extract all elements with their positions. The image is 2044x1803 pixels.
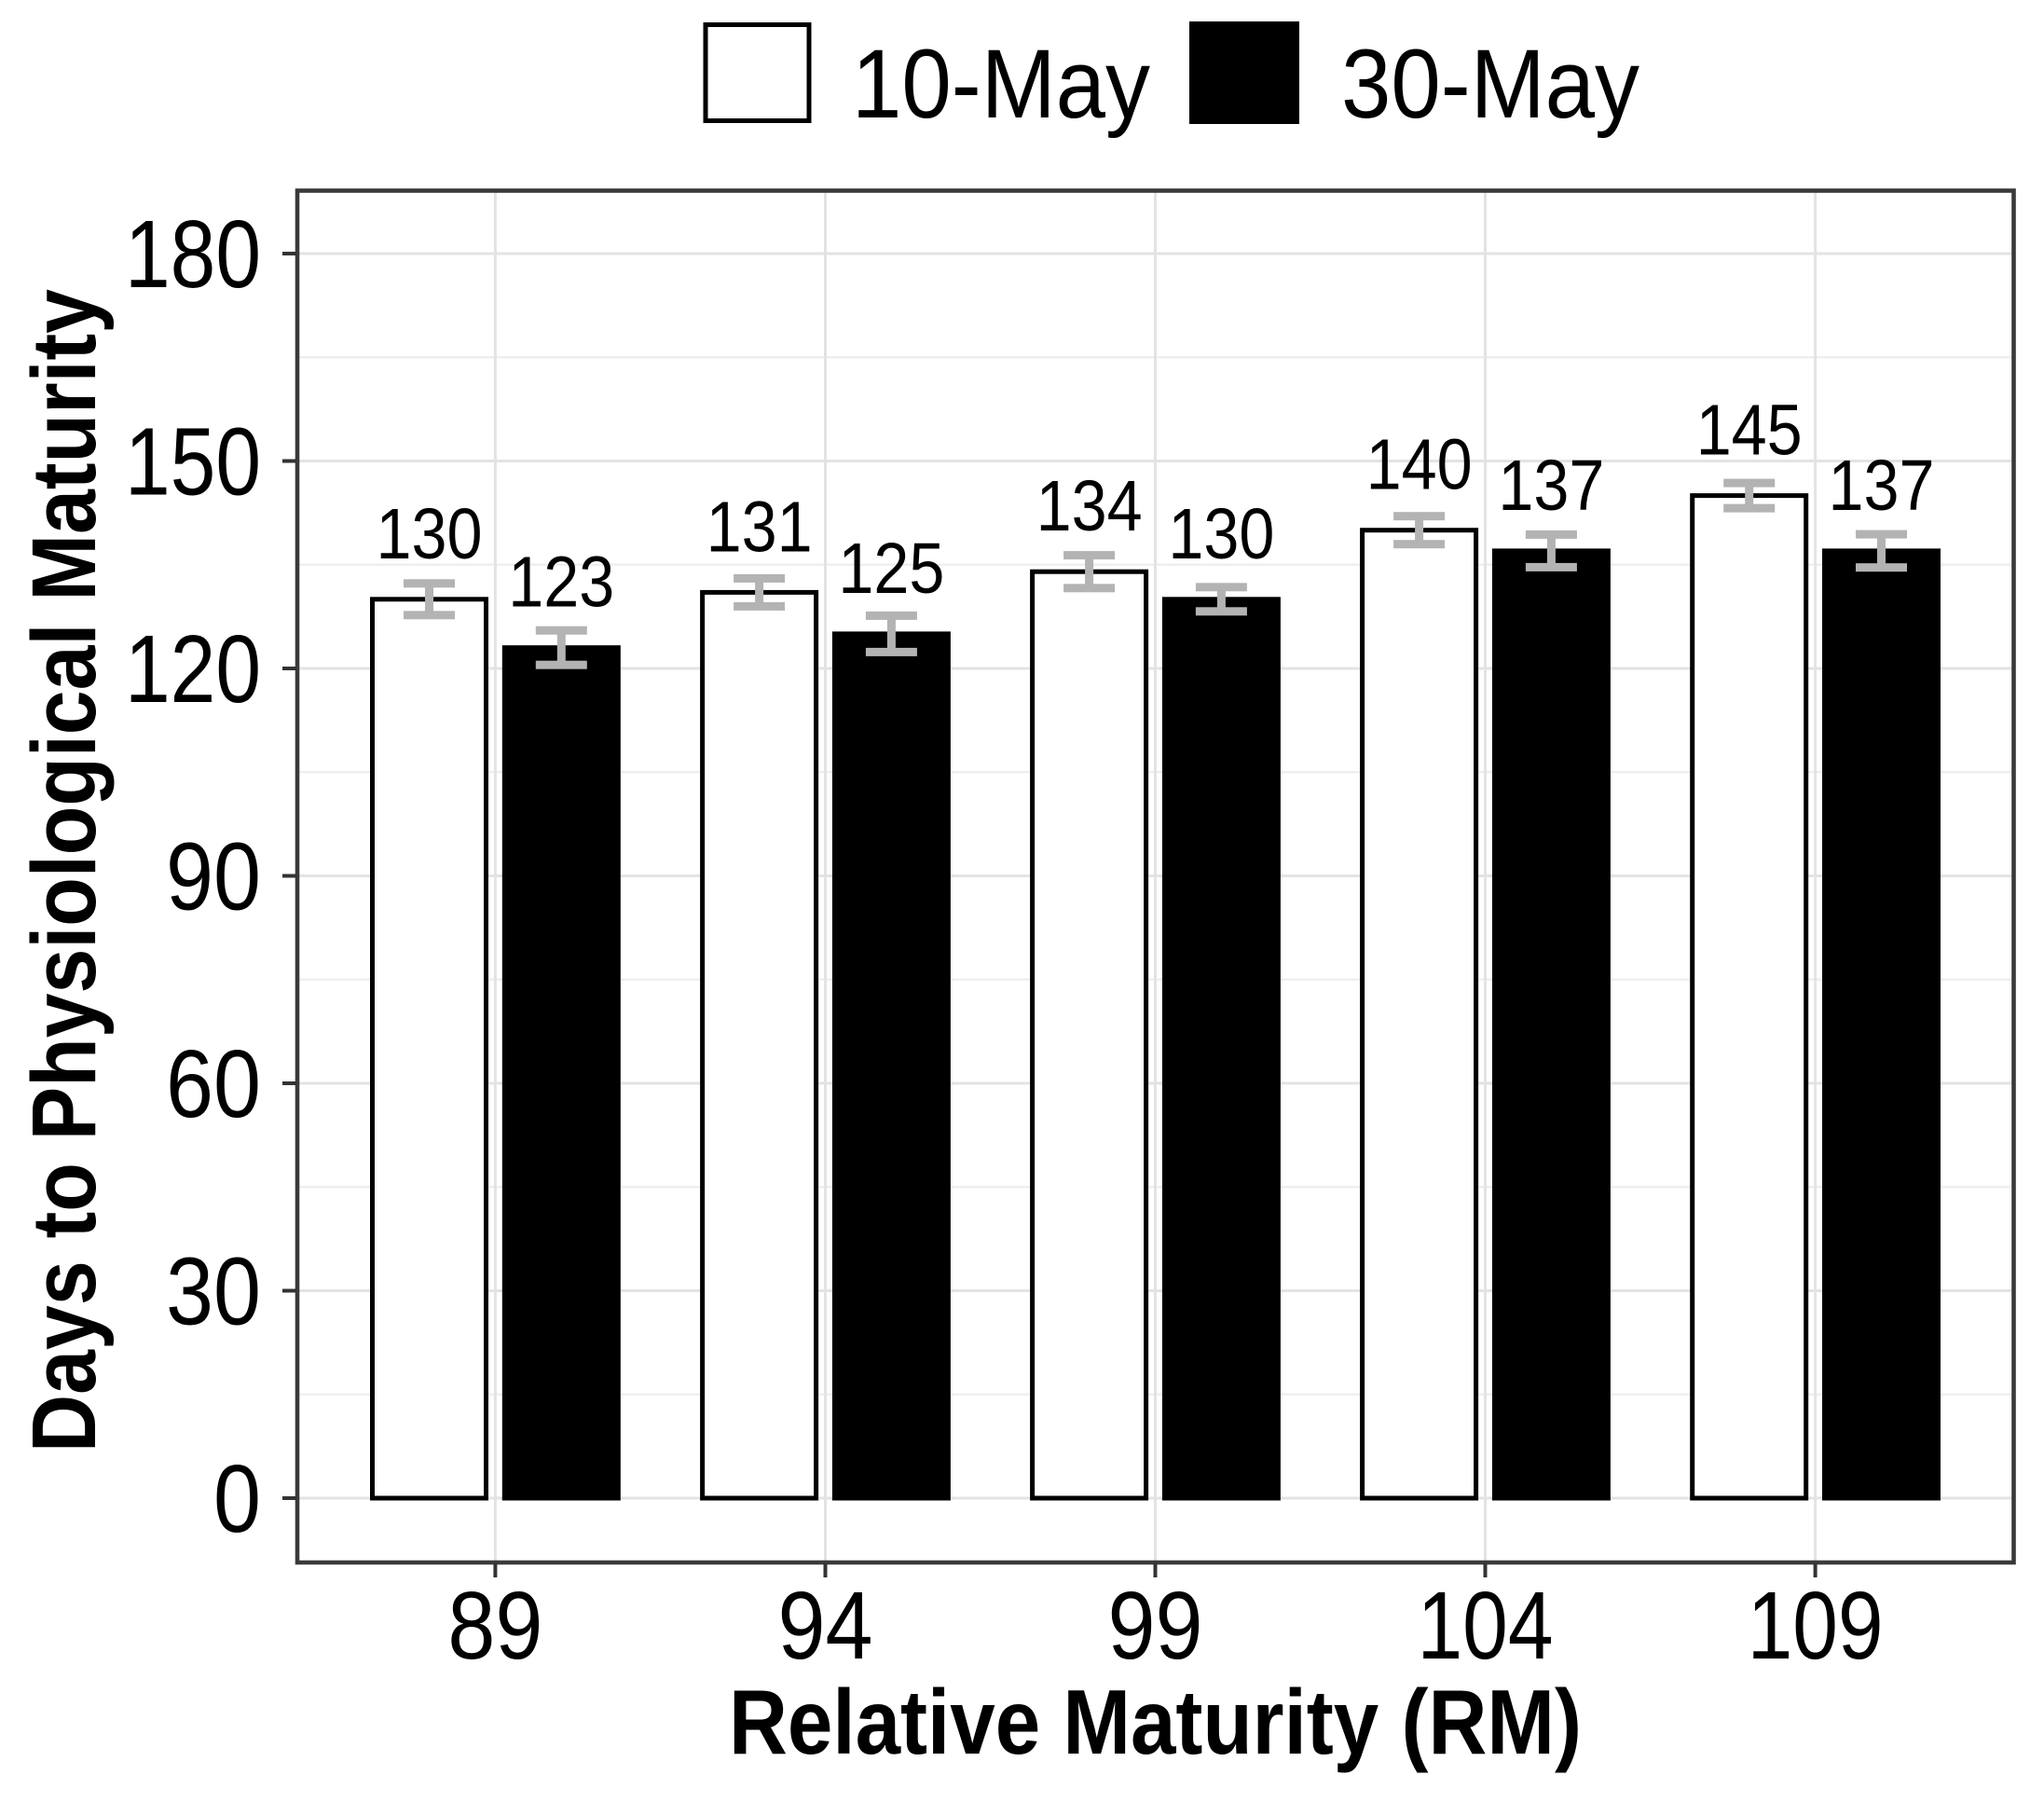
svg-text:140: 140 <box>1366 425 1473 505</box>
svg-text:109: 109 <box>1748 1572 1884 1679</box>
svg-text:125: 125 <box>838 529 944 609</box>
svg-text:145: 145 <box>1696 391 1803 471</box>
svg-text:180: 180 <box>125 200 261 308</box>
svg-text:130: 130 <box>377 494 483 574</box>
svg-text:0: 0 <box>213 1445 261 1552</box>
svg-text:30-May: 30-May <box>1341 30 1639 139</box>
svg-text:60: 60 <box>166 1030 261 1137</box>
svg-text:137: 137 <box>1498 446 1604 526</box>
svg-text:134: 134 <box>1036 466 1143 546</box>
svg-text:90: 90 <box>166 823 261 930</box>
svg-text:10-May: 10-May <box>852 30 1150 139</box>
svg-text:137: 137 <box>1829 446 1935 526</box>
svg-text:123: 123 <box>508 543 614 623</box>
svg-text:99: 99 <box>1108 1572 1203 1679</box>
svg-text:Days to Physiological Maturity: Days to Physiological Maturity <box>13 289 115 1452</box>
svg-text:130: 130 <box>1168 494 1274 574</box>
svg-text:89: 89 <box>447 1572 542 1679</box>
svg-text:30: 30 <box>166 1238 261 1345</box>
svg-text:150: 150 <box>125 408 261 516</box>
svg-text:94: 94 <box>778 1572 873 1679</box>
svg-text:104: 104 <box>1418 1572 1554 1679</box>
svg-text:131: 131 <box>706 487 813 567</box>
svg-text:120: 120 <box>125 615 261 723</box>
svg-text:Relative Maturity (RM): Relative Maturity (RM) <box>729 1671 1582 1773</box>
